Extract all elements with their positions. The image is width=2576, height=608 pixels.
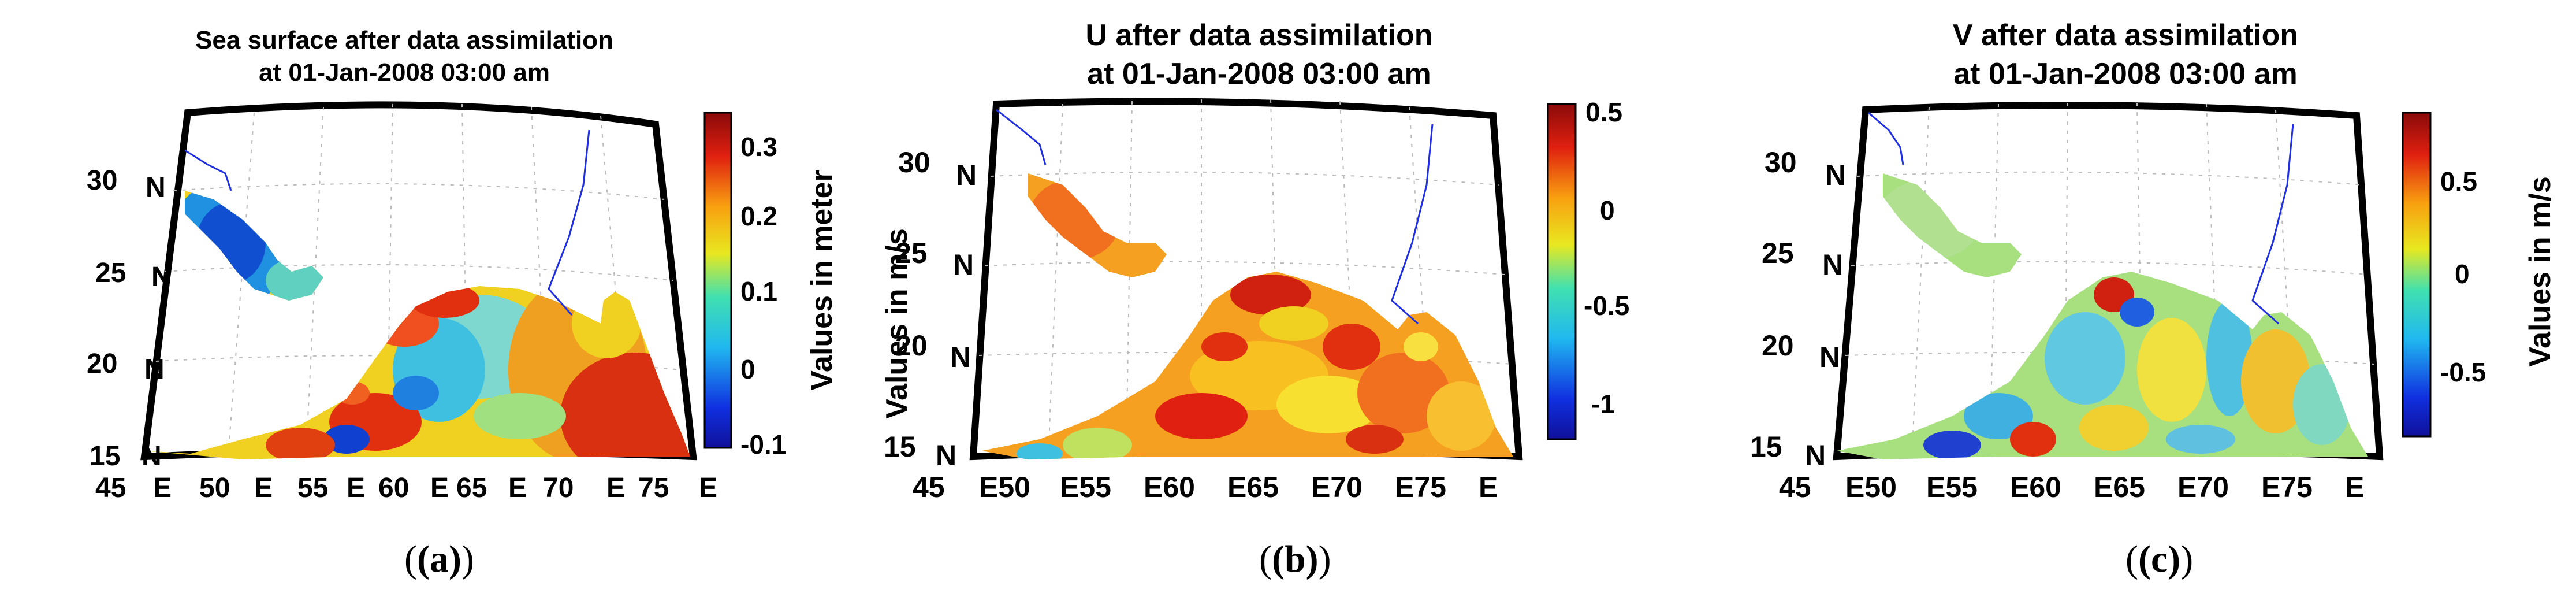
caption-c-text: (c) (2138, 538, 2181, 580)
lat-suffix: N (151, 262, 172, 292)
lon-label: E55 (1926, 471, 1978, 503)
lon-suffix: E (2345, 471, 2364, 503)
lon-suffix: E (508, 473, 527, 503)
lat-label: 25 (895, 237, 928, 269)
caption-b: ((b)) (1259, 538, 1331, 580)
lat-suffix: N (1805, 439, 1826, 472)
lon-label: E65 (1227, 471, 1279, 503)
coastline (1391, 124, 1434, 325)
lat-label: 20 (87, 349, 117, 379)
lat-suffix: N (144, 354, 165, 385)
lon-label: E70 (2177, 471, 2229, 503)
lon-label: E75 (2261, 471, 2313, 503)
caption-b-text: (b) (1271, 538, 1319, 580)
caption-a-text: (a) (416, 538, 461, 580)
colorbar-c (2402, 112, 2432, 438)
lon-label: E70 (1311, 471, 1363, 503)
lat-label: 20 (895, 329, 928, 362)
colorbar-tick: 0 (740, 354, 755, 384)
colorbar-b (1547, 103, 1577, 440)
chart-b-title: U after data assimilation (1085, 18, 1432, 52)
lon-suffix: E (254, 473, 273, 503)
caption-c: ((c)) (2125, 538, 2194, 580)
lat-label: 25 (1762, 237, 1794, 269)
lat-suffix: N (1822, 249, 1843, 281)
colorbar-tick: 0 (2455, 259, 2470, 289)
panel-c-v-velocity: V after data assimilation at 01-Jan-2008… (1710, 0, 2576, 608)
colorbar-tick: -0.5 (1584, 291, 1629, 321)
lat-suffix: N (146, 172, 166, 203)
chart-c-subtitle: at 01-Jan-2008 03:00 am (1953, 57, 2298, 91)
lon-label: 55 (297, 473, 328, 503)
chart-b-svg: U after data assimilation at 01-Jan-2008… (880, 18, 1629, 503)
chart-a-svg: Sea surface after data assimilation at 0… (87, 26, 839, 503)
colorbar-tick: 0.5 (2440, 166, 2477, 197)
lon-suffix: E (1479, 471, 1498, 503)
lon-suffix: E (347, 473, 365, 503)
colorbar-tick: 0.3 (740, 132, 777, 162)
chart-c-title: V after data assimilation (1953, 18, 2298, 52)
colorbar-tick: 0.2 (740, 201, 777, 231)
lon-label: 60 (378, 473, 409, 503)
lon-label: 45 (95, 473, 126, 503)
lon-label: E60 (2010, 471, 2061, 503)
lat-label: 30 (898, 146, 930, 179)
panel-b-u-velocity: U after data assimilation at 01-Jan-2008… (855, 0, 1710, 608)
lon-label: E50 (979, 471, 1030, 503)
coastline (548, 129, 590, 316)
lon-suffix: E (699, 473, 717, 503)
lat-label: 15 (884, 431, 916, 463)
chart-a-title: Sea surface after data assimilation (195, 26, 613, 54)
lon-label: 45 (913, 471, 945, 503)
lat-label: 30 (87, 165, 117, 196)
lat-label: 30 (1765, 146, 1797, 179)
lat-suffix: N (953, 249, 974, 281)
chart-a-subtitle: at 01-Jan-2008 03:00 am (259, 58, 550, 87)
coastline (2251, 124, 2294, 325)
colorbar-tick: -1 (1591, 389, 1615, 419)
lat-suffix: N (950, 341, 971, 373)
lat-suffix: N (1819, 341, 1840, 373)
coastline (996, 109, 1047, 165)
colorbar-tick: -0.1 (740, 429, 786, 459)
colorbar-tick: -0.5 (2440, 357, 2486, 387)
chart-c-svg: V after data assimilation at 01-Jan-2008… (1750, 18, 2557, 503)
lat-label: 20 (1762, 329, 1794, 362)
caption-a: ((a)) (404, 538, 474, 580)
lon-suffix: E (606, 473, 625, 503)
lon-label: E65 (2094, 471, 2145, 503)
lon-suffix: E (430, 473, 449, 503)
lat-suffix: N (142, 441, 162, 472)
lon-suffix: E (153, 473, 172, 503)
lat-label: 15 (1750, 431, 1782, 463)
lat-suffix: N (956, 159, 977, 191)
lat-suffix: N (1825, 159, 1846, 191)
colorbar-label: Values in m/s (2523, 176, 2557, 367)
lon-label: 65 (456, 473, 487, 503)
lat-label: 15 (90, 441, 120, 472)
colorbar-label: Values in meter (805, 170, 839, 391)
colorbar-tick: 0.5 (1585, 97, 1622, 127)
lon-label: 75 (638, 473, 669, 503)
colorbar-tick: 0.1 (740, 276, 777, 306)
coastline (184, 149, 232, 191)
lon-label: E50 (1845, 471, 1897, 503)
lon-label: 50 (199, 473, 230, 503)
lat-label: 25 (95, 258, 126, 288)
panel-a-sea-surface: Sea surface after data assimilation at 0… (0, 0, 855, 608)
lon-label: E75 (1395, 471, 1446, 503)
chart-b-subtitle: at 01-Jan-2008 03:00 am (1087, 57, 1431, 91)
lon-label: 70 (543, 473, 574, 503)
colorbar-tick: 0 (1600, 195, 1615, 225)
lon-label: E60 (1144, 471, 1195, 503)
coastline (1868, 112, 1904, 165)
colorbar-a (703, 112, 732, 449)
lon-label: 45 (1779, 471, 1811, 503)
lat-suffix: N (936, 439, 956, 472)
lon-label: E55 (1060, 471, 1111, 503)
colorbar-label: Values in m/s (880, 228, 914, 419)
